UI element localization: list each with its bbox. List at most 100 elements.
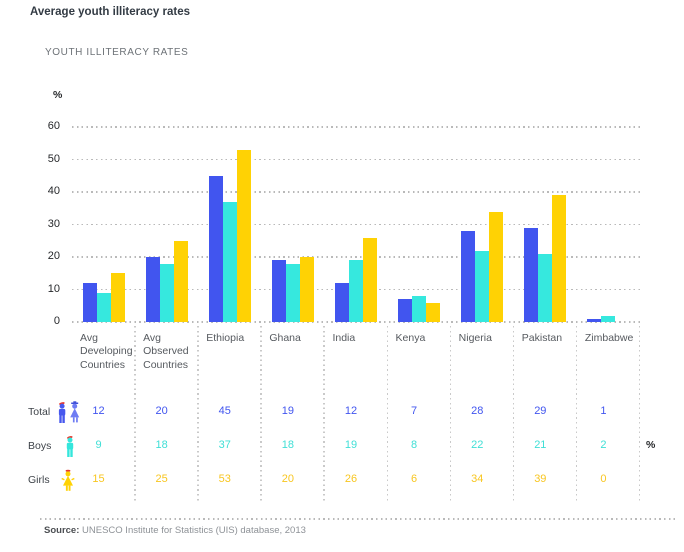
- x-axis-label: Ghana: [269, 332, 301, 344]
- column-separator: [639, 326, 641, 502]
- table-value: 39: [534, 473, 547, 485]
- y-axis-tick-label: 50: [47, 152, 60, 165]
- x-axis-label: Zimbabwe: [584, 332, 634, 344]
- table-value: 7: [411, 405, 418, 417]
- table-value: 53: [218, 473, 231, 485]
- table-value: 20: [281, 473, 294, 485]
- gridline: [72, 191, 640, 193]
- table-value: 9: [95, 439, 102, 451]
- total-people-icon: [56, 401, 83, 425]
- column-separator: [386, 326, 388, 502]
- bar-total-5: [335, 283, 349, 322]
- bar-total-6: [398, 299, 413, 322]
- bar-boys-3: [222, 201, 237, 322]
- table-value: 29: [534, 405, 547, 417]
- gridline: [72, 126, 640, 128]
- bar-girls-4: [299, 257, 314, 322]
- source-text: UNESCO Institute for Statistics (UIS) da…: [82, 525, 306, 536]
- table-value: 19: [344, 439, 358, 451]
- table-value: 6: [411, 473, 418, 485]
- x-axis-label: Pakistan: [521, 332, 563, 344]
- bar-boys-9: [601, 315, 616, 322]
- x-axis-label: Nigeria: [458, 332, 492, 344]
- table-value: 19: [281, 405, 294, 417]
- x-axis-label: Kenya: [395, 332, 426, 344]
- boy-icon: [63, 435, 77, 459]
- y-axis-tick-label: 0: [53, 315, 60, 327]
- y-axis-tick-label: 20: [47, 250, 60, 262]
- table-value: 8: [411, 439, 418, 451]
- column-separator: [260, 326, 262, 502]
- bar-total-1: [82, 283, 97, 322]
- bar-boys-6: [412, 296, 427, 322]
- y-axis-unit-label: %: [53, 89, 63, 101]
- bar-boys-1: [96, 292, 111, 322]
- figure-title: Average youth illiteracy rates: [30, 6, 191, 18]
- gridline: [72, 256, 640, 258]
- table-value: 1: [600, 405, 607, 417]
- table-value: 21: [534, 439, 547, 451]
- column-separator: [134, 326, 136, 502]
- column-separator: [575, 326, 578, 502]
- table-value: 45: [218, 405, 231, 417]
- bar-boys-5: [349, 260, 363, 322]
- bar-boys-7: [475, 250, 490, 322]
- y-axis-tick-label: 40: [47, 185, 60, 197]
- source-label: Source:: [44, 525, 80, 536]
- y-axis-tick-label: 30: [47, 217, 60, 230]
- column-separator: [323, 326, 325, 502]
- y-axis-tick-label: 10: [47, 282, 60, 295]
- x-axis-label: India: [332, 332, 356, 344]
- x-axis-label: Avg Observed Countries: [143, 332, 189, 371]
- table-value: 25: [155, 473, 168, 485]
- bar-girls-5: [363, 237, 377, 322]
- table-value: 18: [155, 439, 168, 451]
- gridline: [72, 158, 640, 161]
- bar-total-9: [587, 318, 602, 322]
- bar-girls-3: [236, 149, 251, 322]
- table-value: 0: [600, 473, 607, 485]
- bar-girls-1: [110, 273, 125, 322]
- column-separator: [197, 326, 199, 502]
- bar-girls-6: [426, 302, 441, 322]
- table-value: 37: [218, 439, 231, 451]
- bar-total-3: [208, 175, 223, 322]
- table-row-label: Total: [28, 406, 51, 418]
- table-value: 20: [155, 405, 168, 417]
- table-value: 22: [471, 439, 484, 451]
- table-value: 12: [92, 405, 105, 417]
- x-axis-label: Avg Developing Countries: [80, 332, 133, 371]
- x-axis-label: Ethiopia: [206, 332, 245, 344]
- column-separator: [512, 326, 515, 502]
- bar-total-7: [461, 231, 476, 322]
- footer-divider: [40, 518, 676, 520]
- bar-total-8: [524, 227, 539, 322]
- table-value: 12: [344, 405, 358, 417]
- table-value: 18: [281, 439, 294, 451]
- bar-boys-4: [285, 263, 300, 322]
- bar-girls-7: [489, 211, 504, 322]
- column-separator: [449, 326, 452, 502]
- chart-title: YOUTH ILLITERACY RATES: [45, 47, 189, 58]
- bar-girls-8: [552, 195, 567, 322]
- table-row-label: Boys: [28, 440, 52, 452]
- table-unit-label: %: [646, 439, 656, 451]
- bar-total-4: [271, 260, 286, 322]
- source-note: Source: UNESCO Institute for Statistics …: [44, 525, 306, 536]
- table-value: 34: [471, 473, 484, 485]
- table-row-label: Girls: [28, 474, 50, 486]
- girl-icon: [60, 469, 76, 493]
- gridline: [72, 223, 640, 226]
- table-value: 15: [92, 473, 105, 485]
- table-value: 28: [471, 405, 484, 417]
- y-axis-tick-label: 60: [47, 120, 60, 132]
- bar-total-2: [145, 257, 160, 322]
- bar-boys-8: [538, 253, 553, 322]
- table-value: 26: [344, 473, 358, 485]
- bar-boys-2: [159, 263, 174, 322]
- bar-girls-2: [173, 240, 188, 322]
- table-value: 2: [600, 439, 607, 451]
